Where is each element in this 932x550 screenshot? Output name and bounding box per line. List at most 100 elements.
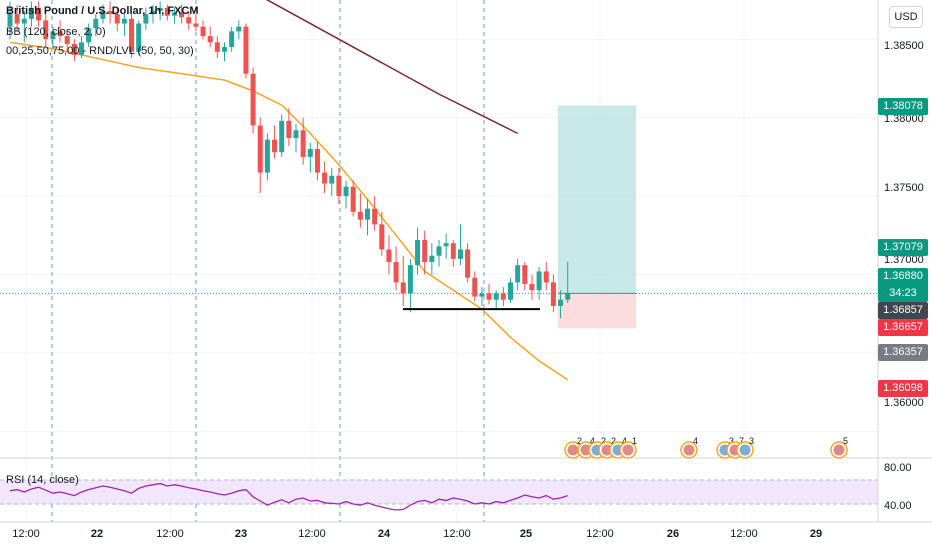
event-count: 2 — [611, 436, 616, 446]
candle-body — [79, 42, 84, 55]
candle-body — [329, 175, 335, 184]
bb-basis-line — [265, 0, 518, 135]
event-count: 4 — [693, 436, 698, 446]
candle-body — [350, 186, 356, 212]
candle-body — [193, 23, 199, 27]
candle-body — [143, 14, 149, 24]
rsi-line — [9, 482, 568, 511]
candle-body — [86, 28, 92, 43]
candle-body — [43, 20, 49, 40]
candle-body — [379, 224, 385, 250]
candle-body — [457, 249, 463, 259]
time-tick: 12:00 — [156, 528, 184, 540]
candle-body — [50, 31, 56, 40]
candle-body — [14, 14, 20, 24]
candle-body — [565, 293, 571, 300]
candle-body — [250, 73, 256, 126]
time-tick: 29 — [809, 528, 823, 540]
event-count: 1 — [632, 436, 637, 446]
level-price-badge: 1.36357 — [878, 344, 928, 361]
time-tick: 23 — [234, 528, 248, 540]
candle-body — [300, 130, 306, 157]
candle-body — [272, 139, 278, 153]
event-flag-icon — [622, 444, 634, 456]
price-tick: 1.38000 — [884, 113, 924, 125]
event-flag-icon — [567, 444, 579, 456]
candle-body — [286, 120, 292, 139]
time-tick: 24 — [377, 528, 391, 540]
rnd-level-indicator-legend[interactable]: 00,25,50,75,00 - RND/LVL (50, 50, 30) — [6, 45, 194, 57]
candle-body — [343, 186, 349, 197]
event-count: 3 — [729, 436, 734, 446]
target-price-badge: 1.38078 — [878, 98, 928, 115]
price-tick: 1.38500 — [884, 40, 924, 52]
candle-body — [93, 18, 99, 29]
candle-body — [71, 43, 77, 55]
time-tick: 22 — [90, 528, 104, 540]
time-tick: 26 — [666, 528, 680, 540]
candle-body — [207, 36, 213, 43]
candle-body — [536, 271, 542, 291]
event-flag-icon — [833, 444, 845, 456]
candle-body — [214, 42, 220, 52]
candle-body — [508, 282, 513, 300]
candle-body — [243, 26, 249, 74]
candle-body — [415, 240, 421, 266]
level-price-badge: 1.36857 — [878, 302, 928, 319]
bb-indicator-legend[interactable]: BB (120, close, 2, 0) — [6, 26, 106, 38]
stop-price-badge: 1.36657 — [878, 319, 928, 336]
candle-body — [443, 243, 449, 247]
candle-body — [257, 125, 263, 173]
candle-body — [393, 262, 399, 283]
candle-body — [479, 293, 485, 297]
event-count: 2 — [577, 436, 582, 446]
candle-body — [372, 208, 378, 225]
candle-body — [200, 26, 206, 37]
rsi-band — [0, 480, 878, 504]
candle-body — [307, 149, 313, 157]
candle-body — [400, 282, 406, 294]
candle-body — [465, 249, 471, 278]
bar-countdown-badge: 34:23 — [878, 285, 928, 302]
candle-body — [293, 130, 299, 139]
candle-body — [157, 7, 163, 11]
time-tick: 12:00 — [12, 528, 40, 540]
candle-body — [7, 14, 13, 27]
candle-body — [515, 265, 521, 283]
candle-body — [36, 7, 42, 21]
bb-lower-price-badge: 1.36098 — [878, 380, 928, 397]
time-tick: 25 — [519, 528, 533, 540]
candle-body — [114, 14, 120, 24]
time-tick: 12:00 — [586, 528, 614, 540]
event-flag-icon — [739, 444, 751, 456]
candle-body — [100, 10, 106, 19]
candle-body — [236, 26, 242, 32]
candle-body — [21, 18, 27, 24]
price-tick: 1.37000 — [884, 254, 924, 266]
moving-average-line — [9, 41, 569, 381]
candle-body — [28, 7, 34, 19]
candle-body — [386, 249, 392, 263]
time-tick: 12:00 — [730, 528, 758, 540]
candle-body — [136, 23, 142, 52]
candle-body — [357, 211, 363, 220]
candle-body — [493, 293, 499, 300]
event-count: 5 — [843, 436, 848, 446]
candle-body — [171, 12, 177, 16]
rsi-legend[interactable]: RSI (14, close) — [6, 474, 79, 486]
candle-body — [322, 172, 328, 184]
currency-button[interactable]: USD — [889, 6, 923, 28]
rsi-tick: 80.00 — [884, 462, 912, 474]
candle-body — [472, 277, 478, 297]
candle-body — [279, 120, 285, 153]
candle-body — [121, 18, 127, 24]
candle-body — [222, 47, 227, 52]
position-stop-zone — [558, 293, 636, 329]
candle-body — [422, 240, 428, 263]
last-price-badge: 1.36880 — [878, 268, 928, 285]
event-count: 2 — [601, 436, 606, 446]
candle-body — [486, 293, 492, 300]
candle-body — [529, 283, 535, 291]
